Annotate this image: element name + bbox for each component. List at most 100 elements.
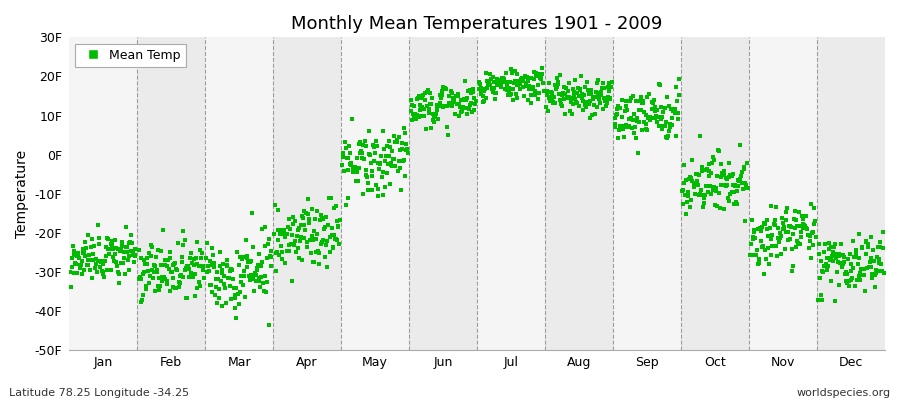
Point [196, 266, 211, 273]
Point [177, 237, 192, 243]
Point [164, 268, 178, 275]
Point [137, 257, 151, 263]
Point [307, 259, 321, 266]
Point [336, 154, 350, 160]
Point [346, 168, 360, 175]
Point [807, 221, 822, 228]
Point [646, 96, 661, 103]
Point [94, 268, 109, 275]
Point [433, 100, 447, 106]
Point [90, 268, 104, 275]
Point [389, 139, 403, 145]
Point [151, 283, 166, 290]
Point [176, 228, 191, 234]
Point [434, 95, 448, 101]
Point [77, 266, 92, 273]
Point [833, 241, 848, 248]
Point [684, 175, 698, 181]
Point [609, 106, 624, 112]
Point [498, 85, 512, 92]
Point [520, 78, 535, 84]
Point [374, 152, 388, 159]
Point [72, 255, 86, 261]
Point [192, 263, 206, 269]
Point [508, 90, 523, 97]
Point [831, 258, 845, 265]
Point [546, 100, 561, 107]
Point [145, 267, 159, 273]
Point [318, 254, 332, 260]
Point [681, 176, 696, 182]
Point [859, 238, 873, 244]
Point [259, 279, 274, 285]
Point [161, 257, 176, 264]
Point [193, 283, 207, 289]
Point [436, 84, 451, 90]
Point [760, 226, 774, 232]
Point [800, 226, 814, 232]
Point [790, 223, 805, 229]
Point [375, 192, 390, 198]
Point [205, 262, 220, 269]
Point [782, 223, 796, 230]
Point [328, 232, 342, 238]
Point [850, 261, 865, 267]
Point [210, 284, 224, 290]
Point [451, 91, 465, 98]
Point [413, 113, 428, 120]
Point [799, 213, 814, 220]
Point [818, 263, 832, 269]
Point [768, 222, 782, 228]
Point [172, 284, 186, 290]
Point [431, 103, 446, 109]
Point [423, 90, 437, 96]
Point [428, 113, 442, 120]
Point [96, 261, 111, 267]
Point [769, 242, 783, 249]
Point [115, 243, 130, 249]
Point [556, 90, 571, 96]
Point [345, 116, 359, 122]
Point [576, 107, 590, 114]
Point [140, 255, 154, 262]
Point [635, 97, 650, 104]
Point [584, 91, 598, 98]
Point [415, 104, 429, 111]
Point [254, 274, 268, 280]
Point [735, 186, 750, 192]
Point [662, 128, 676, 134]
Point [551, 81, 565, 87]
Point [457, 96, 472, 103]
Point [586, 93, 600, 100]
Point [698, 194, 712, 201]
Point [297, 222, 311, 228]
Point [727, 182, 742, 188]
Point [864, 234, 878, 240]
Point [823, 257, 837, 264]
Point [569, 98, 583, 105]
Point [503, 66, 517, 72]
Point [488, 90, 502, 96]
Point [832, 253, 846, 260]
Point [429, 107, 444, 114]
Point [792, 223, 806, 229]
Point [639, 120, 653, 127]
Point [644, 106, 659, 112]
Point [396, 158, 410, 164]
Point [857, 271, 871, 278]
Point [652, 82, 667, 88]
Point [602, 88, 616, 95]
Point [338, 202, 353, 208]
Point [467, 107, 482, 113]
Point [777, 224, 791, 230]
Point [613, 105, 627, 111]
Point [806, 229, 820, 236]
Point [356, 190, 371, 197]
Point [500, 87, 515, 94]
Point [353, 139, 367, 145]
Point [669, 110, 683, 116]
Point [863, 259, 878, 265]
Point [812, 240, 826, 247]
Point [616, 122, 631, 129]
Point [200, 239, 214, 246]
